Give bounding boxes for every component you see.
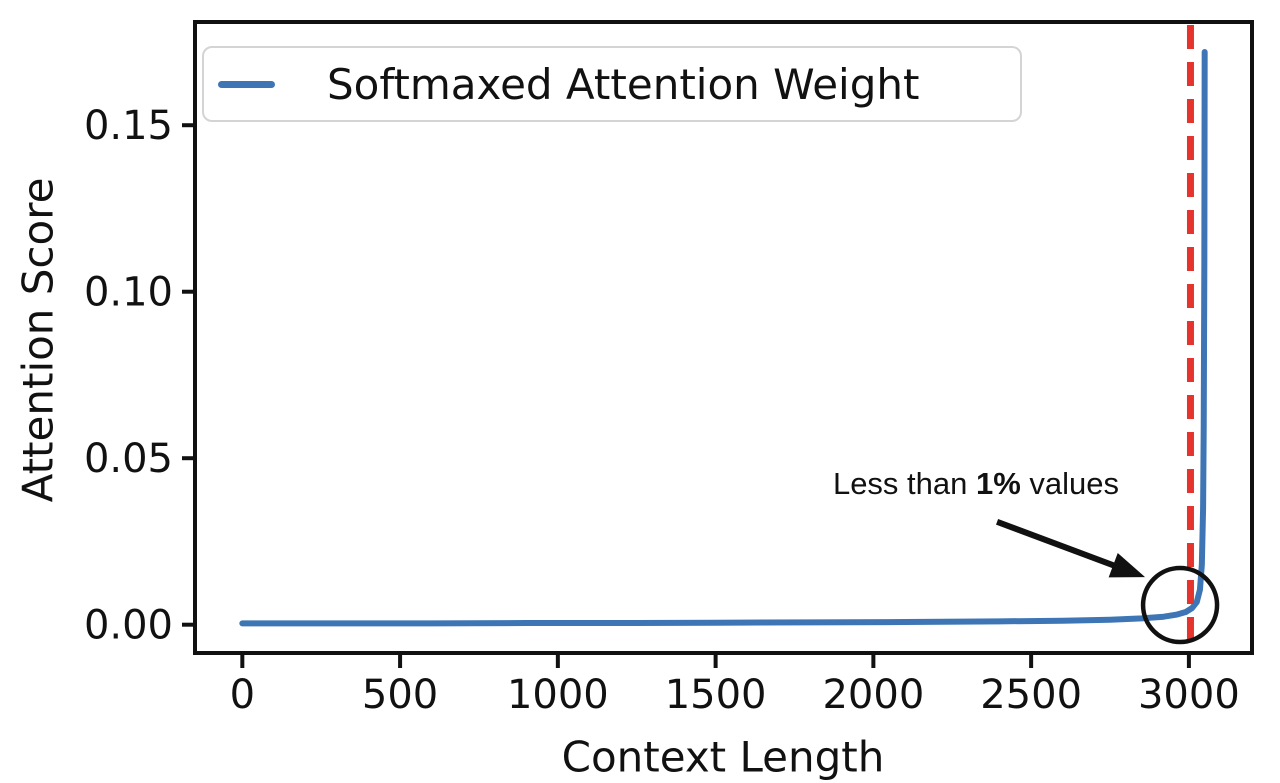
annotation-text-suffix: values (1020, 466, 1120, 501)
x-tick-label: 0 (230, 672, 255, 718)
annotation-arrow-line (996, 518, 1117, 569)
y-tick-label: 0.10 (84, 270, 173, 316)
x-tick-label: 2000 (822, 672, 924, 718)
y-tick-label: 0.15 (84, 103, 173, 149)
annotation-text-prefix: Less than (832, 466, 976, 501)
y-tick-label: 0.00 (84, 603, 173, 649)
annotation-arrowhead (1108, 553, 1146, 578)
legend-label: Softmaxed Attention Weight (327, 59, 920, 109)
y-axis-label: Attention Score (13, 177, 63, 503)
attention-curve (239, 48, 1208, 627)
legend: Softmaxed Attention Weight (202, 46, 1022, 122)
annotation-text-bold: 1% (976, 466, 1021, 501)
x-tick-label: 500 (362, 672, 438, 718)
plot-border (193, 20, 1254, 655)
x-tick-label: 1000 (507, 672, 609, 718)
x-axis-label: Context Length (561, 732, 885, 782)
highlight-circle (1140, 565, 1220, 645)
x-tick-label: 1500 (665, 672, 767, 718)
annotation-text: Less than 1% values (833, 466, 1119, 502)
y-tick-label: 0.05 (84, 436, 173, 482)
legend-line-sample (218, 80, 275, 88)
x-tick-label: 2500 (980, 672, 1082, 718)
x-tick-label: 3000 (1138, 672, 1240, 718)
